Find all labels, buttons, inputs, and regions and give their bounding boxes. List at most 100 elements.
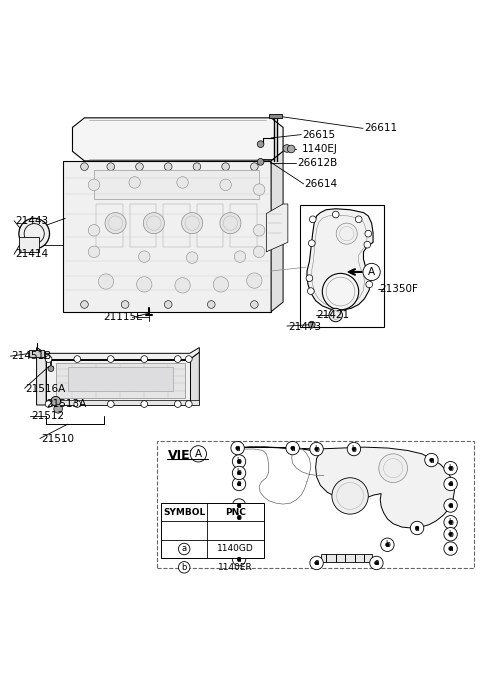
Circle shape xyxy=(174,401,181,408)
Text: 21516A: 21516A xyxy=(25,384,66,394)
Text: b: b xyxy=(237,457,241,466)
Circle shape xyxy=(136,163,144,170)
Text: b: b xyxy=(448,518,453,527)
Circle shape xyxy=(449,466,453,470)
Circle shape xyxy=(355,216,362,222)
Circle shape xyxy=(449,547,453,550)
Text: 1140GD: 1140GD xyxy=(217,544,254,554)
Polygon shape xyxy=(307,209,373,310)
Circle shape xyxy=(232,466,246,480)
Circle shape xyxy=(366,281,372,288)
Circle shape xyxy=(185,401,192,408)
Circle shape xyxy=(449,482,453,486)
Circle shape xyxy=(144,213,164,234)
Circle shape xyxy=(137,276,152,292)
Circle shape xyxy=(88,246,100,258)
Text: A: A xyxy=(368,267,375,277)
Text: 26612B: 26612B xyxy=(298,158,338,168)
Circle shape xyxy=(81,301,88,308)
Circle shape xyxy=(220,213,241,234)
Text: 26614: 26614 xyxy=(305,179,338,189)
Text: a: a xyxy=(429,456,434,464)
Circle shape xyxy=(232,477,246,491)
Text: 1140ER: 1140ER xyxy=(218,563,253,572)
Text: 21510: 21510 xyxy=(41,433,74,443)
Circle shape xyxy=(444,542,457,555)
Text: 21451B: 21451B xyxy=(11,352,51,361)
Circle shape xyxy=(253,246,265,258)
Circle shape xyxy=(257,158,264,165)
Circle shape xyxy=(308,288,314,295)
Circle shape xyxy=(444,499,457,512)
Text: 26611: 26611 xyxy=(364,123,397,133)
Text: VIEW: VIEW xyxy=(168,449,204,462)
Polygon shape xyxy=(235,447,455,528)
Polygon shape xyxy=(161,503,264,558)
Circle shape xyxy=(425,454,438,466)
Circle shape xyxy=(74,356,81,362)
Circle shape xyxy=(253,184,265,195)
Circle shape xyxy=(449,504,453,508)
Circle shape xyxy=(234,251,246,262)
Circle shape xyxy=(81,163,88,170)
Circle shape xyxy=(54,404,62,413)
Polygon shape xyxy=(46,400,199,405)
Circle shape xyxy=(129,176,141,188)
Circle shape xyxy=(193,163,201,170)
Circle shape xyxy=(329,308,342,322)
Circle shape xyxy=(332,478,368,514)
Circle shape xyxy=(48,366,54,372)
Text: b: b xyxy=(237,513,241,522)
Circle shape xyxy=(186,252,198,264)
Text: b: b xyxy=(385,540,390,550)
Text: b: b xyxy=(237,468,241,477)
Text: a: a xyxy=(374,558,379,567)
Circle shape xyxy=(108,356,114,362)
Text: A: A xyxy=(195,449,202,459)
Polygon shape xyxy=(190,352,199,405)
Circle shape xyxy=(253,224,265,236)
Polygon shape xyxy=(266,204,288,252)
Circle shape xyxy=(232,511,246,524)
Text: 21421: 21421 xyxy=(317,310,350,320)
Polygon shape xyxy=(46,360,190,405)
Circle shape xyxy=(220,179,231,191)
Polygon shape xyxy=(36,352,46,405)
Circle shape xyxy=(141,356,148,362)
Circle shape xyxy=(385,543,389,547)
Circle shape xyxy=(379,454,408,483)
Circle shape xyxy=(415,526,419,530)
Circle shape xyxy=(141,401,148,408)
Circle shape xyxy=(444,527,457,541)
Text: a: a xyxy=(235,443,240,452)
Polygon shape xyxy=(68,366,173,391)
Circle shape xyxy=(332,211,339,218)
Circle shape xyxy=(410,521,424,535)
Circle shape xyxy=(175,278,190,293)
Circle shape xyxy=(449,532,453,536)
Circle shape xyxy=(237,557,241,561)
Circle shape xyxy=(231,441,244,455)
Circle shape xyxy=(19,218,49,249)
Circle shape xyxy=(444,516,457,529)
Polygon shape xyxy=(269,114,282,118)
Circle shape xyxy=(181,213,203,234)
Circle shape xyxy=(232,455,246,468)
Circle shape xyxy=(257,141,264,147)
Polygon shape xyxy=(36,347,199,360)
Circle shape xyxy=(236,446,240,450)
Text: a: a xyxy=(314,558,319,567)
Circle shape xyxy=(88,224,100,236)
Text: 21473: 21473 xyxy=(288,322,321,332)
Circle shape xyxy=(45,401,52,408)
Circle shape xyxy=(179,544,190,555)
Circle shape xyxy=(164,301,172,308)
Polygon shape xyxy=(94,170,259,199)
Text: b: b xyxy=(351,445,356,454)
Circle shape xyxy=(286,441,300,455)
Polygon shape xyxy=(271,151,283,312)
Circle shape xyxy=(222,163,229,170)
Circle shape xyxy=(51,396,60,406)
Circle shape xyxy=(364,241,371,248)
Circle shape xyxy=(179,562,190,573)
